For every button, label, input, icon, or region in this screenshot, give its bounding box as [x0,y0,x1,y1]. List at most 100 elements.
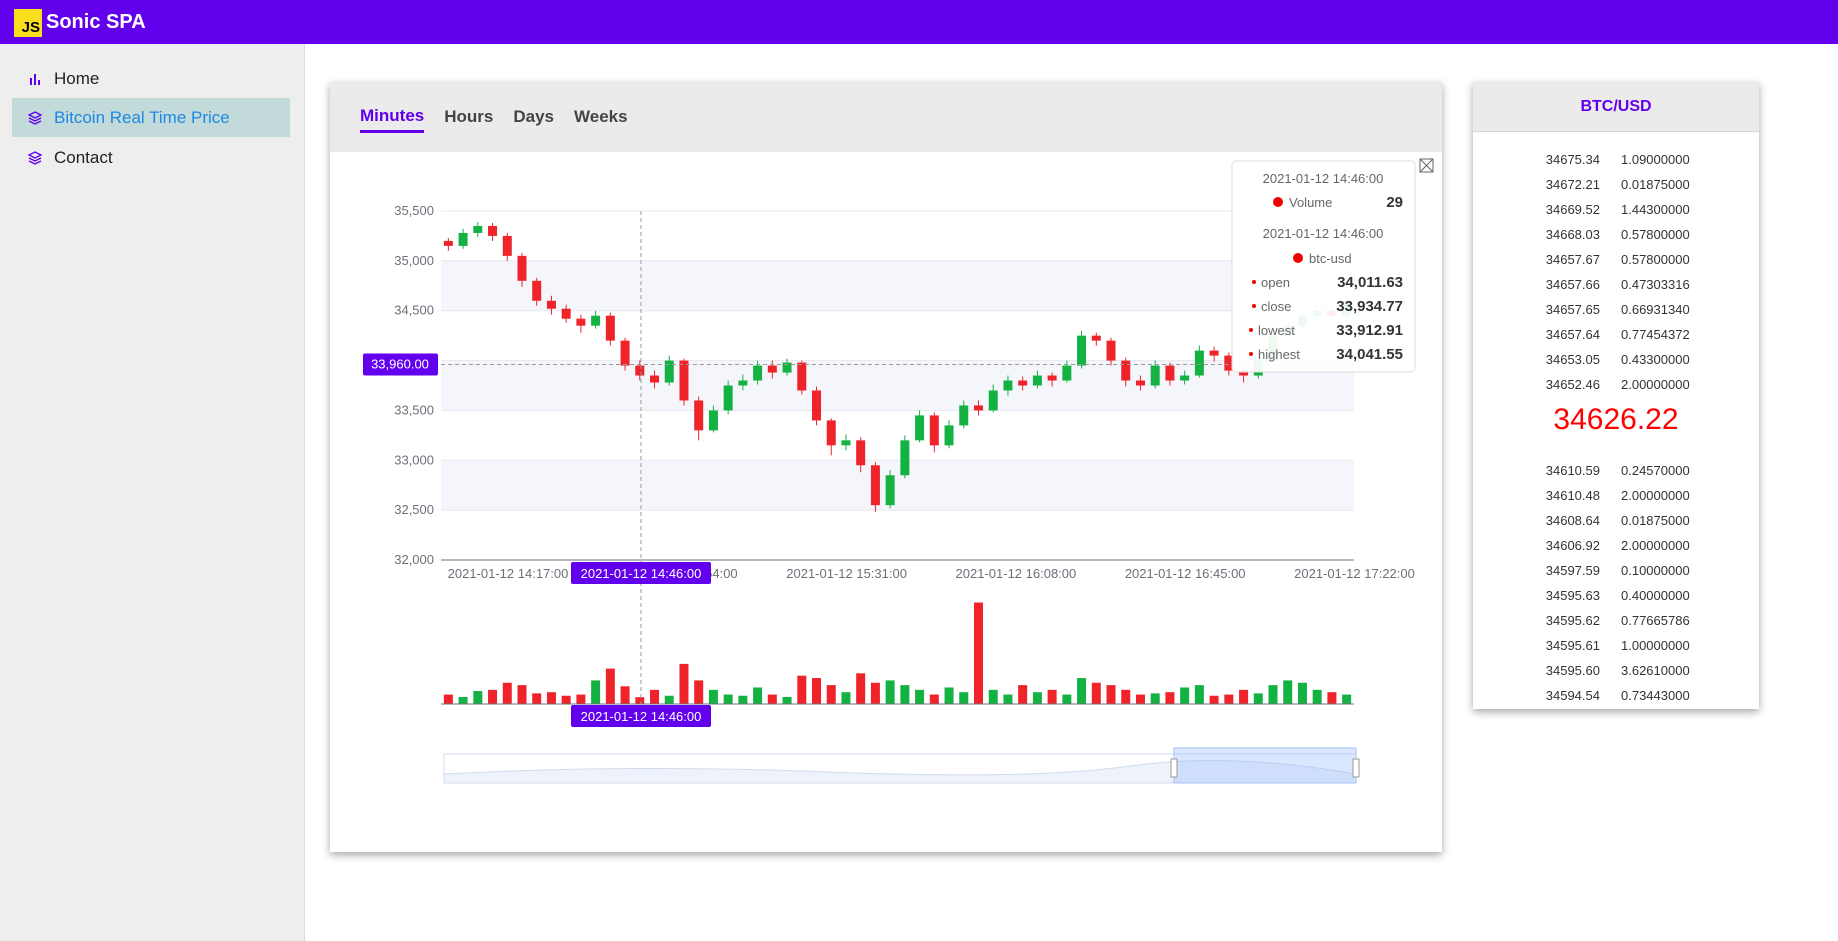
tab[interactable]: Days [513,107,554,126]
nav-label: Contact [54,147,113,167]
chart: 32,00032,50033,00033,50034,00034,50035,0… [363,158,1434,784]
volume-bar [1150,693,1160,704]
tooltip-label: open [1261,275,1290,290]
candle-body [1018,380,1028,386]
candle-body [767,365,777,373]
crosshair-price-box [363,353,438,376]
volume-bar [488,689,498,704]
candle-body [797,362,807,391]
volume-bar [546,692,556,704]
tooltip-dot [1249,352,1253,356]
candle-body [576,318,586,326]
nav-item[interactable]: Bitcoin Real Time Price [12,98,290,137]
sidebar: Home Bitcoin Real Time Price Contact [0,44,305,941]
crosshair-time-box [571,705,711,727]
last-price: 34626.22 [1553,403,1679,436]
tooltip-dot [1273,197,1283,207]
candle-body [458,232,468,246]
volume-bar [944,687,954,704]
volume-bar [1312,689,1322,704]
amount: 1.09000000 [1621,152,1690,167]
nav-label: Home [54,68,100,88]
grid-band [441,360,1354,411]
candle-body [1032,375,1042,386]
amount: 0.77665786 [1621,613,1690,628]
volume-bar [694,680,704,704]
candle-body [605,315,615,341]
candle-body [1003,380,1013,391]
volume-bar [517,685,527,704]
price: 34606.92 [1545,538,1600,553]
x-tick-label: 2021-01-12 16:08:00 [956,566,1077,581]
tooltip-series: btc-usd [1309,251,1352,266]
volume-bar [1297,682,1307,704]
volume-bar [1342,694,1352,704]
nav-label: Bitcoin Real Time Price [54,107,230,127]
candle-body [591,315,601,326]
tooltip-time: 2021-01-12 14:46:00 [1263,171,1384,186]
candle-body [738,380,748,386]
toolbox-icon [1419,158,1434,173]
x-tick-label: 2021-01-12 14:17:00 [448,566,569,581]
app-title[interactable]: Sonic SPA [46,11,146,33]
candle-body [1121,360,1131,381]
volume-bar [900,685,910,704]
candle-body [885,475,895,506]
amount: 0.57800000 [1621,252,1690,267]
tooltip-label: close [1261,299,1291,314]
volume-bar [1253,693,1263,704]
order-book: BTC/USD 34675.34 1.09000000 34672.21 0.0187… [1473,82,1759,709]
price: 34610.48 [1545,488,1600,503]
volume-bar [1327,692,1337,704]
toolbox-restore[interactable] [1419,158,1434,173]
price: 34608.64 [1545,513,1600,528]
chart-card: Minutes Hours Days Weeks 32,000 32,500 33,000… [330,82,1442,852]
candle-body [1062,365,1072,381]
price: 34657.64 [1545,327,1600,342]
candle-body [620,340,630,366]
amount: 0.43300000 [1621,352,1690,367]
volume-bar [1165,692,1175,704]
candle-body [826,420,836,446]
volume-bar [1239,689,1249,704]
tab[interactable]: Hours [444,107,494,126]
tab[interactable]: Minutes [360,102,425,133]
candle-body [900,440,910,476]
candle-body [1180,375,1190,381]
volume-bar [1194,685,1204,704]
nav-item[interactable]: Contact [12,138,290,177]
amount: 1.00000000 [1621,638,1690,653]
price: 34595.60 [1545,663,1600,678]
y-tick-label: 34,500 [394,303,434,318]
amount: 0.01875000 [1621,513,1690,528]
volume-bar [1032,692,1042,704]
amount: 0.66931340 [1621,302,1690,317]
candle-body [812,390,822,421]
price: 34594.54 [1545,688,1600,703]
nav-item[interactable]: Home [12,59,290,98]
crosshair-time-label: 2021-01-12 14:46:00 [581,566,702,581]
volume-bar [797,675,807,704]
tooltip-dot [1252,280,1256,284]
price: 34597.59 [1545,563,1600,578]
icon [28,150,42,165]
volume-bar [679,663,689,704]
tooltip-time: 2021-01-12 14:46:00 [1263,226,1384,241]
price: 34653.05 [1545,352,1600,367]
candle-body [959,405,969,426]
price: 34668.03 [1545,227,1600,242]
amount: 0.77454372 [1621,327,1690,342]
tab-bar: Minutes Hours Days Weeks [330,82,1442,152]
tab[interactable]: Weeks [574,107,628,126]
candle-body [1224,355,1234,371]
candle-body [546,300,556,309]
tooltip-dot [1293,253,1303,263]
price: 34652.46 [1545,377,1600,392]
volume-bar [812,678,822,704]
volume-bar [856,673,866,704]
tooltip-value: 29 [1386,194,1403,211]
volume-bar [723,694,733,704]
volume-bar [753,687,763,704]
